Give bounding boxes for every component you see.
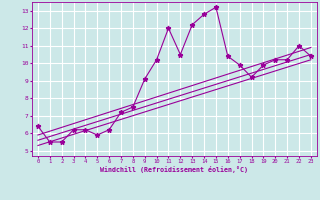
X-axis label: Windchill (Refroidissement éolien,°C): Windchill (Refroidissement éolien,°C) bbox=[100, 166, 248, 173]
